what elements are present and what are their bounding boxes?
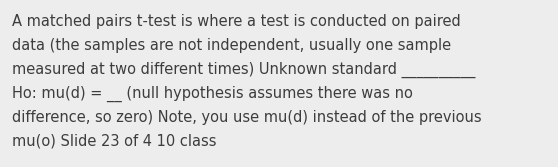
Text: difference, so zero) Note, you use mu(d) instead of the previous: difference, so zero) Note, you use mu(d)… (12, 110, 482, 125)
Text: A matched pairs t-test is where a test is conducted on paired: A matched pairs t-test is where a test i… (12, 14, 461, 29)
Text: mu(o) Slide 23 of 4 10 class: mu(o) Slide 23 of 4 10 class (12, 134, 217, 149)
Text: Ho: mu(d) = __ (null hypothesis assumes there was no: Ho: mu(d) = __ (null hypothesis assumes … (12, 86, 413, 102)
Text: measured at two different times) Unknown standard __________: measured at two different times) Unknown… (12, 62, 475, 78)
Text: data (the samples are not independent, usually one sample: data (the samples are not independent, u… (12, 38, 451, 53)
